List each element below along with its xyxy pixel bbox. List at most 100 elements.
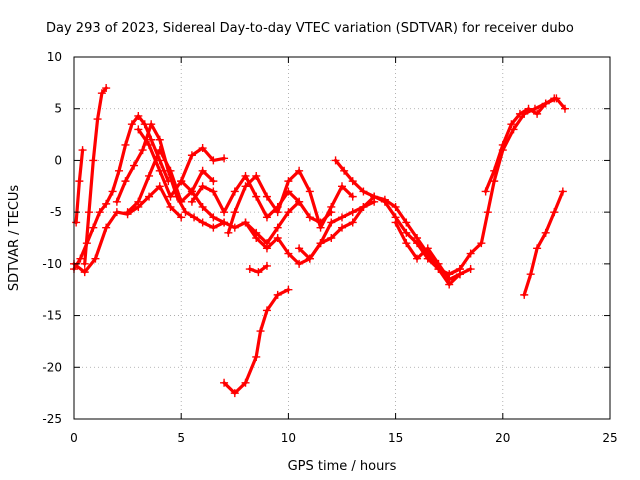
data-point	[284, 177, 293, 186]
data-point	[190, 213, 199, 222]
data-point	[134, 125, 143, 134]
data-point	[254, 268, 263, 277]
data-point	[498, 140, 507, 149]
data-point	[91, 254, 100, 263]
series-layer	[70, 84, 569, 398]
data-point	[155, 146, 164, 155]
x-tick-label: 0	[70, 431, 78, 445]
data-point	[209, 223, 218, 232]
data-point	[262, 261, 271, 270]
series-line	[447, 96, 567, 276]
x-tick-label: 5	[177, 431, 185, 445]
data-point	[230, 208, 239, 217]
data-point	[145, 192, 154, 201]
data-point	[76, 254, 85, 263]
data-point	[220, 208, 229, 217]
data-point	[123, 208, 132, 217]
data-point	[220, 154, 229, 163]
chart-title: Day 293 of 2023, Sidereal Day-to-day VTE…	[46, 21, 574, 36]
data-point	[273, 290, 282, 299]
y-tick-label: -15	[42, 309, 62, 323]
data-point	[187, 151, 196, 160]
data-point	[220, 218, 229, 227]
data-point	[402, 218, 411, 227]
y-axis-label: SDTVAR / TECUs	[7, 185, 22, 292]
data-point	[252, 234, 261, 242]
data-point	[198, 182, 207, 191]
data-point	[85, 208, 94, 217]
data-point	[423, 244, 432, 253]
data-point	[209, 156, 218, 165]
data-point	[558, 187, 567, 196]
x-axis-label: GPS time / hours	[288, 459, 397, 474]
data-point	[230, 389, 239, 398]
data-point	[102, 223, 111, 232]
data-point	[305, 254, 314, 263]
series-track-f	[123, 146, 218, 217]
y-tick-label: -25	[42, 412, 62, 426]
data-point	[134, 111, 143, 120]
data-point	[220, 378, 229, 387]
data-point	[284, 249, 293, 258]
plot-frame	[73, 56, 611, 420]
data-point	[533, 244, 542, 253]
data-point	[95, 208, 104, 217]
data-point	[127, 120, 136, 129]
data-point	[526, 270, 535, 279]
data-point	[338, 223, 346, 232]
data-point	[327, 202, 336, 211]
data-point	[166, 202, 175, 211]
data-point	[284, 208, 293, 217]
data-point	[316, 223, 325, 232]
data-point	[198, 202, 207, 211]
data-point	[455, 265, 464, 274]
data-point	[166, 166, 175, 175]
data-point	[305, 213, 314, 222]
data-point	[348, 192, 357, 201]
data-point	[209, 177, 218, 186]
data-point	[295, 166, 304, 175]
x-tick-label: 10	[281, 431, 296, 445]
data-point	[147, 135, 156, 144]
data-point	[145, 171, 154, 180]
data-point	[340, 166, 349, 175]
data-point	[391, 218, 400, 227]
data-point	[112, 197, 121, 206]
data-point	[155, 135, 164, 144]
data-point	[121, 140, 130, 149]
data-point	[477, 239, 486, 248]
data-point	[359, 202, 368, 211]
data-point	[434, 259, 443, 268]
data-point	[541, 228, 550, 237]
data-point	[108, 187, 117, 196]
series-track-r	[520, 187, 567, 299]
data-point	[155, 166, 164, 175]
series-track-c	[72, 146, 87, 227]
data-point	[198, 166, 207, 175]
data-point	[284, 285, 293, 294]
data-point	[121, 177, 130, 186]
data-point	[380, 197, 389, 206]
data-point	[515, 109, 524, 118]
data-point	[241, 378, 250, 387]
data-point	[520, 290, 529, 299]
data-point	[483, 208, 492, 217]
data-point	[533, 109, 542, 118]
data-point	[305, 187, 314, 196]
data-point	[348, 177, 357, 186]
data-point	[507, 120, 516, 129]
data-point	[524, 104, 533, 113]
data-point	[423, 254, 432, 263]
data-point	[181, 208, 190, 217]
series-track-j	[224, 166, 357, 237]
data-point	[490, 166, 499, 175]
data-point	[224, 228, 233, 237]
data-point	[273, 234, 282, 242]
series-track-o	[391, 218, 475, 284]
data-point	[177, 177, 186, 186]
data-point	[327, 234, 336, 242]
data-point	[245, 265, 254, 274]
data-point	[198, 218, 207, 227]
grid	[74, 57, 610, 419]
data-point	[541, 99, 550, 108]
